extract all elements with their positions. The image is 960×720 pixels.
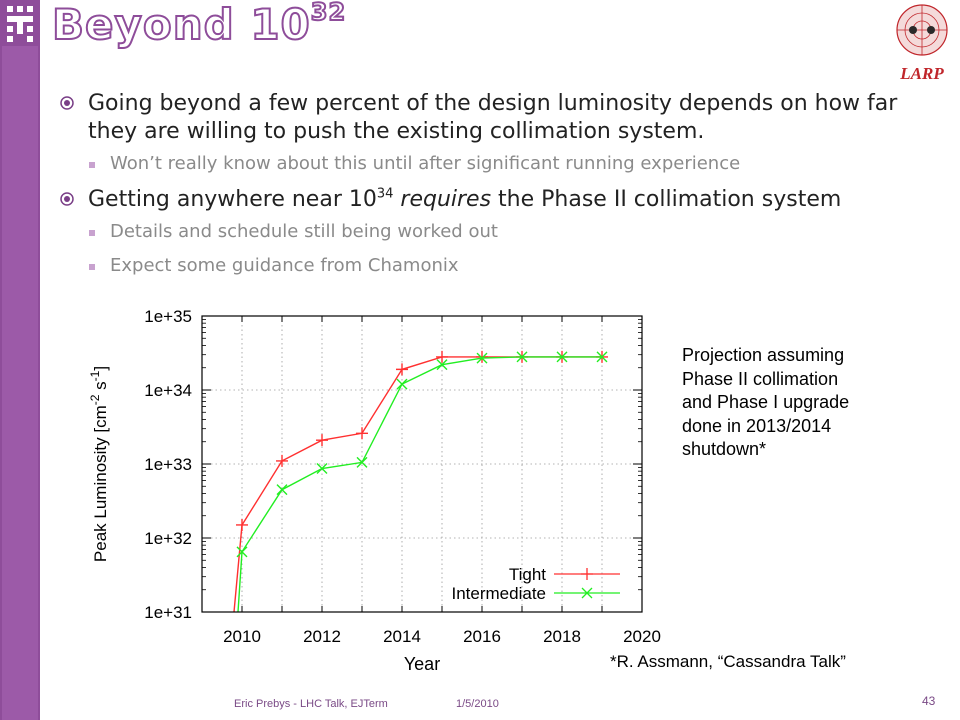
bullet-item: Getting anywhere near 1034 requires the … <box>58 186 918 214</box>
square-bullet-icon <box>89 264 95 270</box>
data-point-intermediate <box>476 352 488 364</box>
y-tick-label: 1e+33 <box>144 455 192 474</box>
bullet-emphasis: requires <box>400 187 492 212</box>
data-point-tight <box>436 350 448 363</box>
square-bullet-icon <box>89 230 95 236</box>
luminosity-chart: 2010 2012 2014 2016 2018 2020 1e+31 1e+32 1e+33 1… <box>88 307 661 674</box>
sub-bullet-text: Won’t really know about this until after… <box>110 153 741 174</box>
chart-overlap-mask <box>40 296 960 306</box>
x-tick-label: 2012 <box>303 627 341 646</box>
chart-ticks: 2010 2012 2014 2016 2018 2020 1e+31 1e+32 1e+33 1… <box>144 307 661 646</box>
sub-bullet-item: Details and schedule still being worked … <box>58 220 918 244</box>
footer-author: Eric Prebys - LHC Talk, EJTerm <box>234 698 388 710</box>
fermilab-logo-icon <box>0 0 40 46</box>
data-point-intermediate <box>596 351 608 363</box>
series-line-intermediate <box>237 356 602 613</box>
bullet-item: Going beyond a few percent of the design… <box>58 90 918 146</box>
y-tick-label: 1e+35 <box>144 307 192 326</box>
data-point-intermediate <box>396 378 408 390</box>
x-tick-label: 2014 <box>383 627 421 646</box>
circle-bullet-icon <box>60 96 74 110</box>
x-tick-label: 2016 <box>463 627 501 646</box>
sub-bullet-item: Expect some guidance from Chamonix <box>58 254 918 278</box>
sub-bullet-item: Won’t really know about this until after… <box>58 152 918 176</box>
larp-label: LARP <box>899 64 944 83</box>
data-point-intermediate <box>236 546 248 558</box>
bullet-text-pre: Getting anywhere near 10 <box>88 187 377 212</box>
data-point-intermediate <box>436 359 448 371</box>
sub-bullet-text: Details and schedule still being worked … <box>110 221 498 242</box>
legend-label-tight: Tight <box>509 565 546 584</box>
chart-legend: Tight Intermediate <box>452 565 620 603</box>
circle-bullet-icon <box>60 192 74 206</box>
data-point-intermediate <box>556 351 568 363</box>
slide-title: Beyond 1032 <box>51 0 347 49</box>
bullet-text: Going beyond a few percent of the design… <box>88 91 898 144</box>
x-tick-label: 2020 <box>623 627 661 646</box>
data-point-intermediate <box>276 484 288 496</box>
data-point-tight <box>356 427 368 440</box>
x-tick-label: 2010 <box>223 627 261 646</box>
title-exponent: 32 <box>310 0 347 26</box>
square-bullet-icon <box>89 162 95 168</box>
x-tick-label: 2018 <box>543 627 581 646</box>
bullet-list: Going beyond a few percent of the design… <box>58 90 918 288</box>
footer-date: 1/5/2010 <box>456 698 499 710</box>
page-number: 43 <box>922 694 936 708</box>
chart-grid <box>202 316 642 612</box>
projection-note: Projection assuming Phase II collimation… <box>682 345 850 459</box>
legend-marker-intermediate <box>581 587 593 599</box>
citation: *R. Assmann, “Cassandra Talk” <box>610 652 846 671</box>
data-point-tight <box>236 518 248 531</box>
y-tick-label: 1e+31 <box>144 603 192 622</box>
chart-series <box>233 350 608 613</box>
sidebar-stripe <box>0 0 40 720</box>
legend-label-intermediate: Intermediate <box>452 584 547 603</box>
bullet-exponent: 34 <box>376 186 394 202</box>
x-axis-label: Year <box>404 654 440 674</box>
data-point-intermediate <box>356 456 368 468</box>
data-point-intermediate <box>516 351 528 363</box>
y-tick-label: 1e+34 <box>144 381 192 400</box>
bullet-text-post: the Phase II collimation system <box>491 187 842 212</box>
data-point-tight <box>476 350 488 363</box>
sub-bullet-text: Expect some guidance from Chamonix <box>110 255 459 276</box>
data-point-tight <box>396 363 408 376</box>
legend-marker-tight <box>581 568 593 580</box>
data-point-intermediate <box>316 462 328 474</box>
y-tick-label: 1e+32 <box>144 529 192 548</box>
y-axis-label: Peak Luminosity [cm-2 s-1] <box>88 366 110 562</box>
larp-logo: LARP <box>896 4 948 83</box>
series-line-tight <box>233 356 602 613</box>
data-point-tight <box>316 434 328 447</box>
data-point-tight <box>276 454 288 467</box>
